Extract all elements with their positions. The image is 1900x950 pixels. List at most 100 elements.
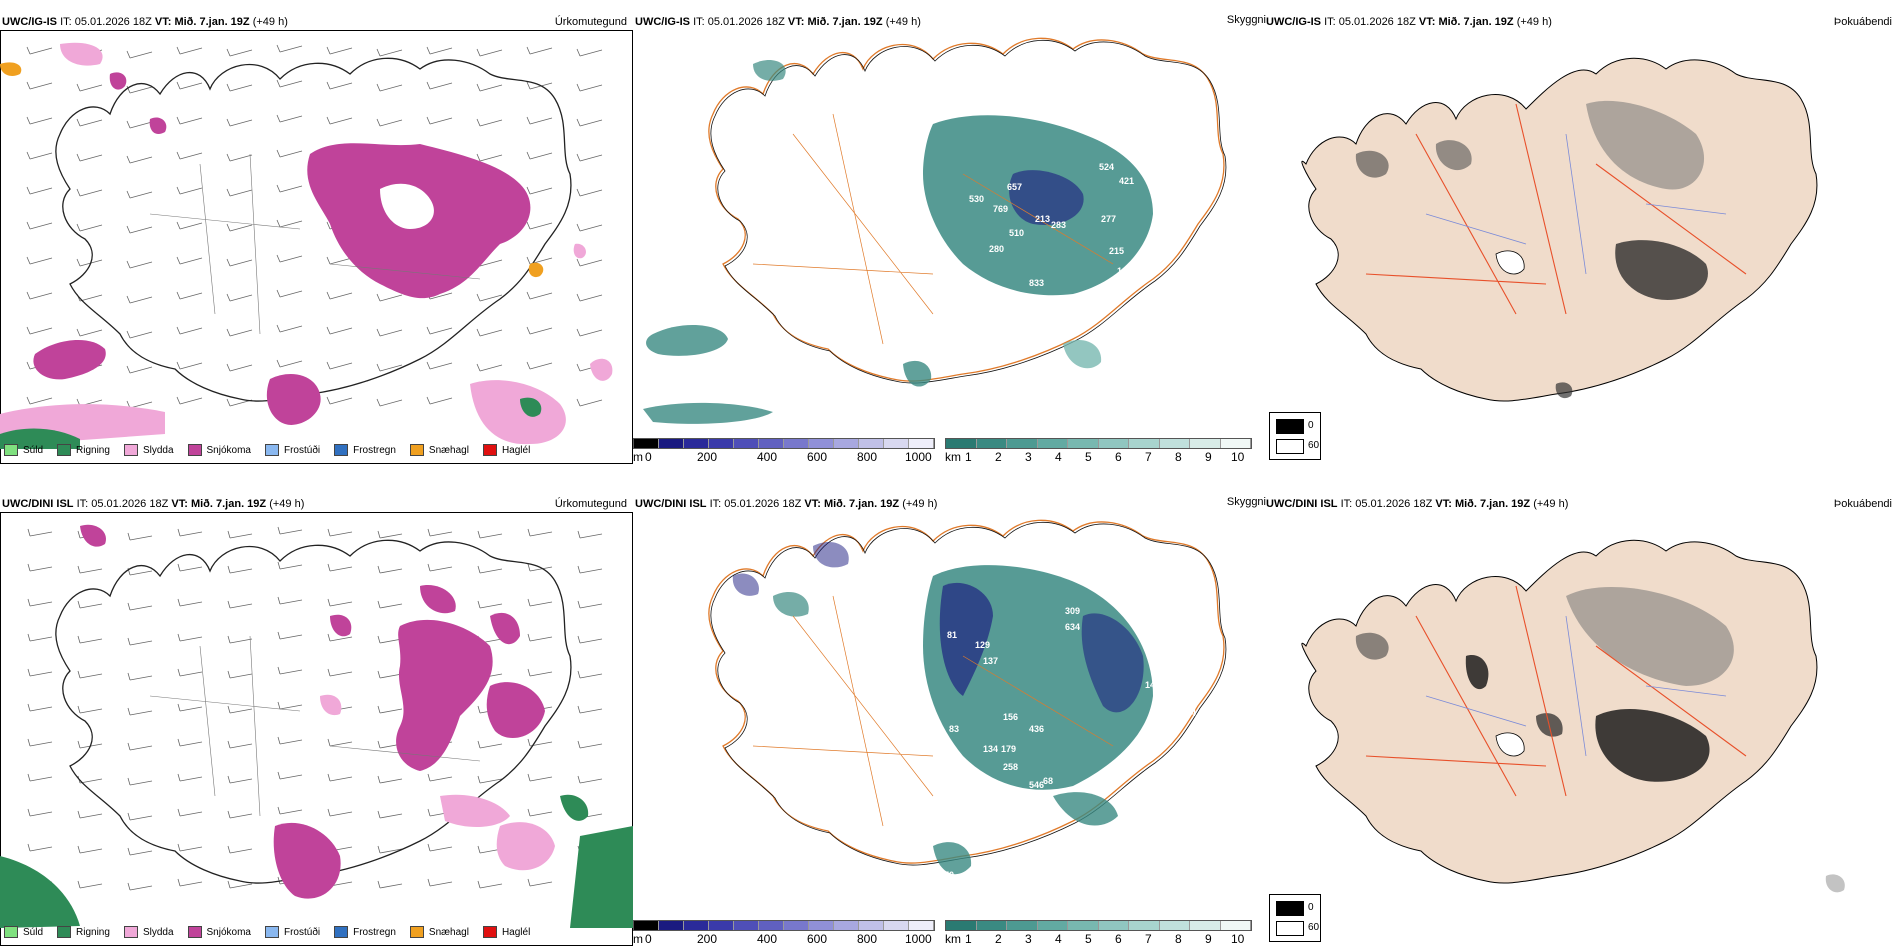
colorbar-tick: 800	[857, 932, 878, 946]
colorbar-segment	[784, 439, 809, 448]
model-name: UWC/IG-IS	[635, 16, 690, 28]
colorbar-tick: 0	[645, 450, 652, 464]
colorbar-segment	[1037, 921, 1068, 930]
legend-swatch	[123, 444, 138, 456]
colorbar-segment	[759, 439, 784, 448]
panel-header: UWC/IG-IS IT: 05.01.2026 18Z VT: Mið. 7.…	[1266, 16, 1552, 28]
colorbar-segment	[976, 921, 1007, 930]
legend-swatch	[264, 444, 279, 456]
colorbar-segment	[684, 921, 709, 930]
value-label: 137	[983, 656, 999, 666]
value-label: 134	[983, 744, 999, 754]
colorbar-segment	[909, 921, 934, 930]
colorbar-segment	[759, 921, 784, 930]
legend-item: Snjókoma	[187, 444, 251, 456]
value-label: 83	[949, 724, 960, 734]
legend-item: Rigning	[57, 926, 110, 938]
legend-swatch	[409, 926, 424, 938]
colorbar-tick: 8	[1175, 450, 1182, 464]
colorbar-segment	[1098, 921, 1129, 930]
model-name: UWC/DINI ISL	[635, 498, 707, 510]
colorbar-tick: 3	[1025, 932, 1032, 946]
legend-item: Rigning	[57, 444, 110, 456]
legend-swatch	[1276, 419, 1304, 434]
legend-swatch	[482, 444, 497, 456]
value-label: 106	[1159, 696, 1175, 706]
colorbar-segment	[834, 439, 859, 448]
legend-swatch	[57, 444, 72, 456]
colorbar-segment	[1068, 921, 1099, 930]
value-label: 68	[1043, 776, 1054, 786]
panel-title: Þokuábendi	[1833, 16, 1892, 28]
panel-header: UWC/DINI ISL IT: 05.01.2026 18Z VT: Mið.…	[2, 498, 305, 510]
colorbar-tick: 6	[1115, 932, 1122, 946]
colorbar-segment	[946, 921, 977, 930]
precip-panel-bottom: UWC/DINI ISL IT: 05.01.2026 18Z VT: Mið.…	[0, 496, 633, 946]
colorbar-segment	[1007, 439, 1038, 448]
visibility-ticks: km 1 2 3 4 5 6 7 8 9 10	[945, 450, 1255, 464]
colorbar-tick: 600	[807, 932, 828, 946]
legend-item: Slydda	[123, 444, 174, 456]
legend-item: Frostregn	[334, 444, 396, 456]
colorbar-tick: 2	[995, 450, 1002, 464]
legend-swatch	[482, 926, 497, 938]
value-label: 436	[1029, 724, 1045, 734]
colorbar-segment	[1037, 439, 1068, 448]
colorbar-segment	[634, 921, 659, 930]
legend-label: 60	[1308, 440, 1320, 451]
value-label: 101	[1117, 266, 1133, 276]
colorbar-tick: 3	[1025, 450, 1032, 464]
visibility-ticks: km 1 2 3 4 5 6 7 8 9 10	[945, 932, 1255, 946]
colorbar-tick: 600	[807, 450, 828, 464]
colorbar-segment	[809, 439, 834, 448]
colorbar-tick: 6	[1115, 450, 1122, 464]
legend-label: 60	[1308, 922, 1320, 933]
cloudbase-ticks: m 0 200 400 600 800 1000	[633, 932, 943, 946]
legend-swatch	[1276, 439, 1304, 454]
legend-item: Súld	[4, 444, 43, 456]
value-label: 546	[1029, 780, 1045, 790]
colorbar-segment	[834, 921, 859, 930]
colorbar-tick: 1	[965, 450, 972, 464]
cloud-panel-top: UWC/IG-IS IT: 05.01.2026 18Z VT: Mið. 7.…	[633, 14, 1321, 464]
legend-item: Snæhagl	[409, 926, 469, 938]
precip-map	[0, 30, 633, 464]
colorbar-segment	[709, 921, 734, 930]
value-label: 1279	[941, 384, 962, 394]
value-label: 634	[1065, 622, 1081, 632]
legend-swatch	[187, 444, 202, 456]
panel-title: Skyggni	[1226, 496, 1266, 508]
value-label: 475	[1099, 402, 1115, 412]
colorbar-segment	[659, 439, 684, 448]
precip-legend: Súld Rigning Slydda Snjókoma Frostúði Fr…	[4, 442, 530, 458]
visibility-colorbar	[945, 920, 1252, 931]
value-label: 833	[1029, 278, 1045, 288]
legend-swatch	[334, 926, 349, 938]
colorbar-segment	[1220, 439, 1251, 448]
colorbar-segment	[909, 439, 934, 448]
panel-title: Skyggni	[1226, 14, 1266, 26]
legend-label: 0	[1308, 420, 1314, 431]
colorbar-segment	[1159, 921, 1190, 930]
legend-item: Haglél	[482, 926, 530, 938]
value-label: 280	[989, 244, 1005, 254]
colorbar-tick: 8	[1175, 932, 1182, 946]
value-label: 81	[947, 630, 958, 640]
colorbar-tick: 5	[1085, 932, 1092, 946]
fog-panel-top: UWC/IG-IS IT: 05.01.2026 18Z VT: Mið. 7.…	[1266, 14, 1900, 464]
value-label: 142	[1145, 680, 1161, 690]
colorbar-segment	[859, 439, 884, 448]
precip-legend: Súld Rigning Slydda Snjókoma Frostúði Fr…	[4, 924, 530, 940]
legend-swatch	[57, 926, 72, 938]
colorbar-tick: 10	[1231, 932, 1245, 946]
cloud-map	[643, 37, 1227, 424]
panel-header: UWC/DINI ISL IT: 05.01.2026 18Z VT: Mið.…	[635, 498, 938, 510]
colorbar-tick: 10	[1231, 450, 1245, 464]
legend-item: Súld	[4, 926, 43, 938]
fog-legend-box: 0 60	[1269, 894, 1321, 942]
colorbar-segment	[709, 439, 734, 448]
colorbar-segment	[1068, 439, 1099, 448]
colorbar-tick: 7	[1145, 450, 1152, 464]
colorbar-segment	[884, 921, 909, 930]
legend-swatch	[1276, 901, 1304, 916]
